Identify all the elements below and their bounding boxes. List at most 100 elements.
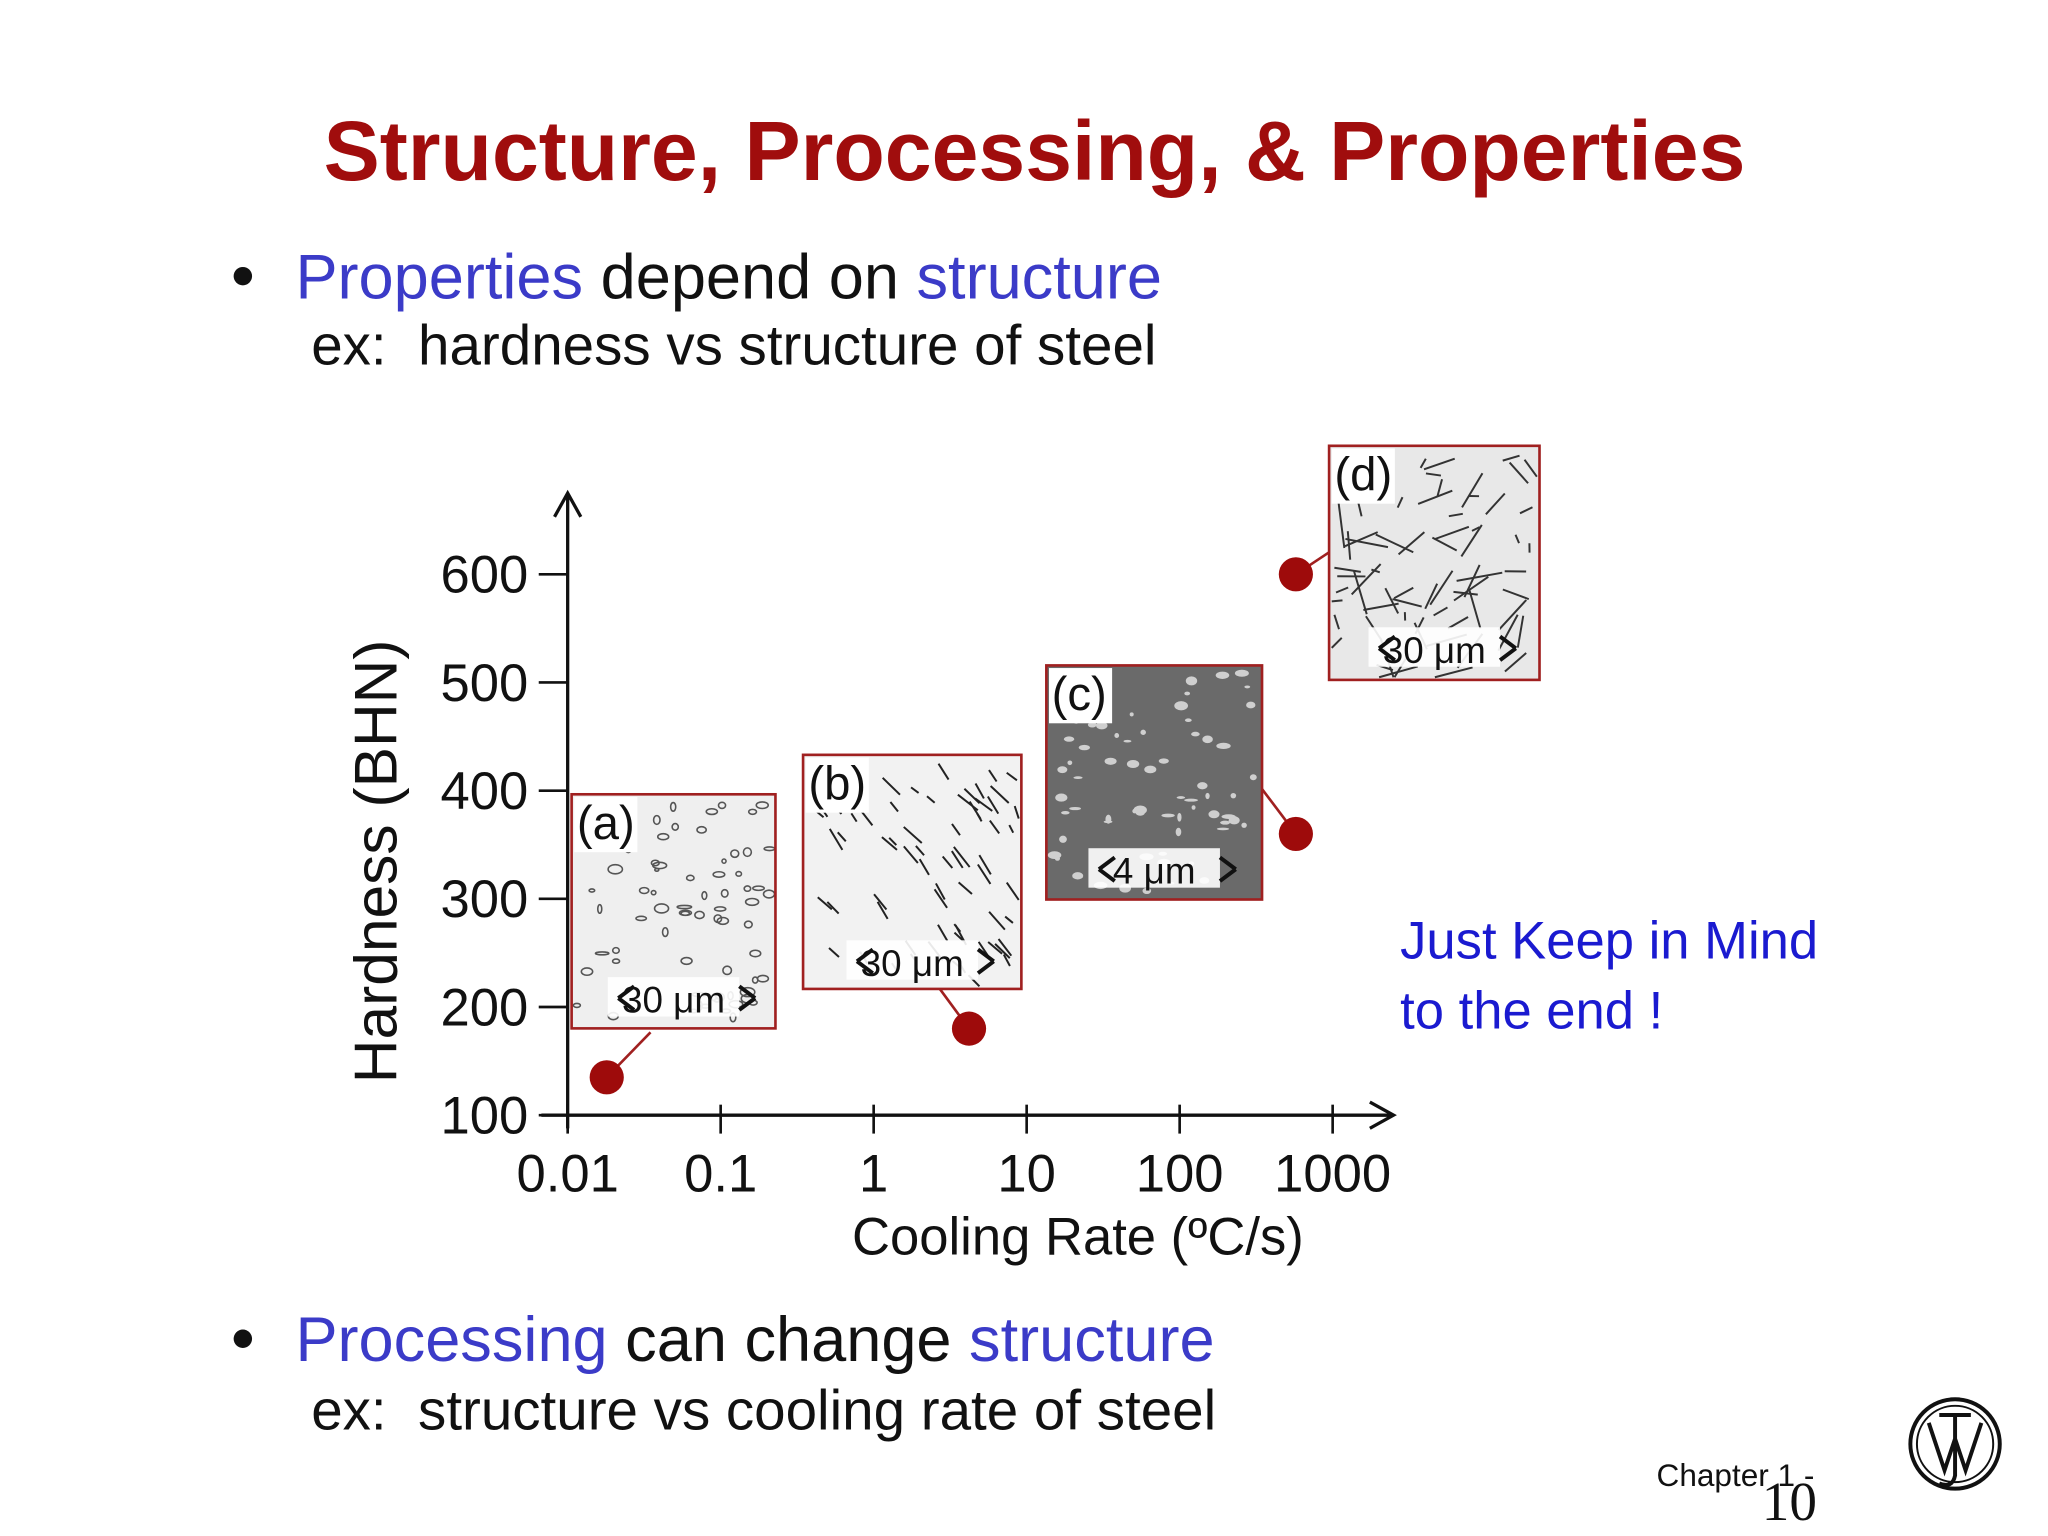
streak bbox=[1396, 496, 1404, 509]
grain bbox=[650, 859, 660, 867]
grain bbox=[1228, 816, 1240, 825]
streak bbox=[881, 836, 898, 851]
streak bbox=[941, 855, 954, 869]
streak bbox=[1514, 534, 1520, 544]
background bbox=[6, 0, 2042, 1536]
streak bbox=[1453, 575, 1489, 602]
streak bbox=[903, 845, 919, 864]
grain bbox=[1067, 760, 1073, 766]
grain bbox=[656, 832, 670, 841]
grain bbox=[743, 885, 752, 893]
grain bbox=[722, 965, 733, 976]
streak bbox=[977, 863, 992, 885]
streak bbox=[1461, 472, 1484, 508]
data-point bbox=[589, 1060, 624, 1095]
streak bbox=[1431, 536, 1458, 552]
streak bbox=[1453, 590, 1478, 596]
micrograph-frame bbox=[1045, 664, 1264, 901]
streak bbox=[1463, 564, 1481, 598]
grain bbox=[654, 867, 660, 872]
grain bbox=[1129, 712, 1134, 717]
streak bbox=[1433, 606, 1448, 617]
streak bbox=[1424, 583, 1439, 610]
grain bbox=[1059, 835, 1067, 843]
grain bbox=[1197, 782, 1208, 790]
streak bbox=[1393, 586, 1414, 600]
label-bg bbox=[1048, 668, 1113, 724]
y-tick-label: 400 bbox=[440, 762, 528, 821]
grain bbox=[701, 890, 708, 901]
streak bbox=[1333, 614, 1340, 630]
chapter-label: Chapter 1 - bbox=[1657, 1457, 1815, 1493]
bullet bbox=[233, 266, 253, 286]
streak bbox=[1331, 599, 1343, 603]
keyword: Properties bbox=[295, 243, 583, 313]
grain bbox=[580, 967, 594, 977]
grain bbox=[1047, 851, 1062, 859]
grain bbox=[652, 814, 661, 826]
streak bbox=[915, 845, 925, 856]
grain bbox=[1055, 793, 1068, 802]
grain bbox=[669, 801, 677, 813]
grain bbox=[1184, 798, 1198, 802]
streak bbox=[1423, 457, 1456, 471]
grain bbox=[661, 926, 669, 938]
streak bbox=[953, 846, 971, 868]
grain bbox=[671, 822, 680, 831]
grain bbox=[705, 807, 719, 816]
grain bbox=[742, 847, 753, 858]
grain bbox=[1175, 827, 1182, 837]
grain bbox=[1144, 765, 1157, 774]
publisher-logo bbox=[1908, 1397, 2002, 1491]
y-axis-title: Hardness (BHN) bbox=[342, 640, 410, 1084]
streak bbox=[987, 796, 1000, 815]
grain bbox=[572, 1002, 582, 1009]
grain bbox=[730, 849, 740, 859]
grain bbox=[1140, 729, 1146, 735]
grain bbox=[717, 801, 727, 810]
grain bbox=[1234, 669, 1249, 677]
scale-bg bbox=[607, 977, 740, 1017]
grain bbox=[1216, 827, 1230, 831]
streak bbox=[1508, 461, 1529, 484]
y-tick-label: 100 bbox=[440, 1087, 528, 1146]
streak bbox=[989, 820, 1000, 835]
streak bbox=[988, 769, 998, 783]
grain bbox=[1057, 766, 1068, 774]
scale-label: 30 μm bbox=[622, 980, 725, 1021]
note: Just Keep in Mind bbox=[1400, 912, 1818, 971]
streak bbox=[816, 811, 825, 819]
grain bbox=[611, 946, 621, 955]
streak bbox=[1471, 526, 1481, 532]
grain bbox=[676, 904, 693, 910]
grain bbox=[1133, 805, 1147, 815]
streak bbox=[1335, 586, 1349, 594]
grain bbox=[1202, 735, 1213, 744]
streak bbox=[910, 786, 920, 794]
streak bbox=[817, 896, 833, 911]
grain bbox=[1123, 739, 1132, 743]
grain bbox=[713, 906, 727, 912]
streak bbox=[1502, 588, 1530, 601]
micrograph-label: (c) bbox=[1052, 668, 1107, 721]
streak bbox=[1013, 805, 1020, 819]
grain bbox=[1184, 691, 1191, 696]
example-text: ex: hardness vs structure of steel bbox=[311, 313, 1156, 376]
micrograph-label: (b) bbox=[808, 758, 866, 811]
streak bbox=[987, 941, 1003, 955]
streak bbox=[1434, 525, 1470, 541]
streak bbox=[1429, 570, 1454, 606]
streak bbox=[1375, 533, 1414, 554]
y-tick-label: 200 bbox=[440, 978, 528, 1037]
streak bbox=[953, 931, 965, 942]
scale-arrow bbox=[1097, 855, 1237, 883]
streak bbox=[1345, 537, 1389, 549]
y-tick-label: 500 bbox=[440, 654, 528, 713]
example-text: ex: structure vs cooling rate of steel bbox=[311, 1378, 1216, 1441]
grain bbox=[1069, 806, 1082, 811]
grain bbox=[1072, 872, 1084, 880]
streak bbox=[1008, 824, 1015, 834]
grain bbox=[680, 956, 693, 966]
grain bbox=[1176, 796, 1186, 799]
